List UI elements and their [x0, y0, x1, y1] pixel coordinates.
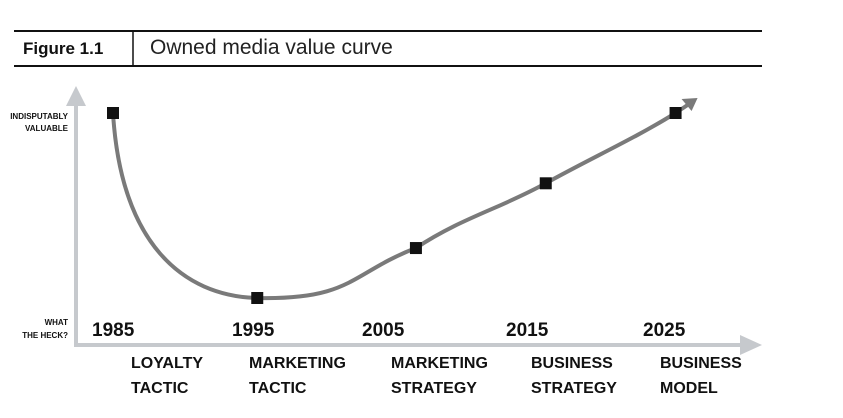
- data-point-marker-1985: [107, 107, 119, 119]
- x-tick-label: 2015: [506, 320, 549, 341]
- stage-label-line-2: STRATEGY: [531, 380, 617, 397]
- y-axis-arrowhead: [66, 86, 86, 106]
- data-point-marker-2015: [539, 177, 552, 190]
- data-point-markers: [107, 107, 682, 304]
- x-tick-label: 1995: [232, 320, 275, 341]
- stage-label-line-1: BUSINESS: [531, 355, 613, 372]
- figure-label: Figure 1.1: [23, 39, 103, 58]
- stage-label-line-2: MODEL: [660, 380, 718, 397]
- x-axis-arrowhead: [740, 335, 762, 355]
- value-curve-line: [111, 103, 690, 301]
- stage-label-line-1: MARKETING: [391, 355, 488, 372]
- value-curve-arrowhead: [681, 98, 698, 111]
- data-point-marker-2006: [409, 242, 422, 255]
- x-tick-labels: 1985 1995 2005 2015 2025: [92, 320, 686, 341]
- y-bottom-label-line-1: WHAT: [45, 318, 69, 327]
- y-top-label-line-2: VALUABLE: [25, 124, 69, 133]
- y-top-label-line-1: INDISPUTABLY: [10, 112, 68, 121]
- y-bottom-label-line-2: THE HECK?: [22, 331, 68, 340]
- stage-label-line-2: STRATEGY: [391, 380, 477, 397]
- stage-labels: LOYALTY TACTIC MARKETING TACTIC MARKETIN…: [131, 355, 742, 397]
- stage-label-line-1: BUSINESS: [660, 355, 742, 372]
- data-point-marker-1995: [251, 292, 264, 304]
- axes: [66, 86, 762, 355]
- x-tick-label: 2005: [362, 320, 405, 341]
- stage-label-line-1: LOYALTY: [131, 355, 203, 372]
- stage-label-line-2: TACTIC: [249, 380, 307, 397]
- stage-label-line-1: MARKETING: [249, 355, 346, 372]
- stage-label-line-2: TACTIC: [131, 380, 189, 397]
- data-point-marker-2024: [669, 107, 682, 119]
- x-tick-label: 2025: [643, 320, 686, 341]
- value-curve-layer: [111, 98, 698, 301]
- x-tick-label: 1985: [92, 320, 135, 341]
- figure-title: Owned media value curve: [150, 36, 393, 59]
